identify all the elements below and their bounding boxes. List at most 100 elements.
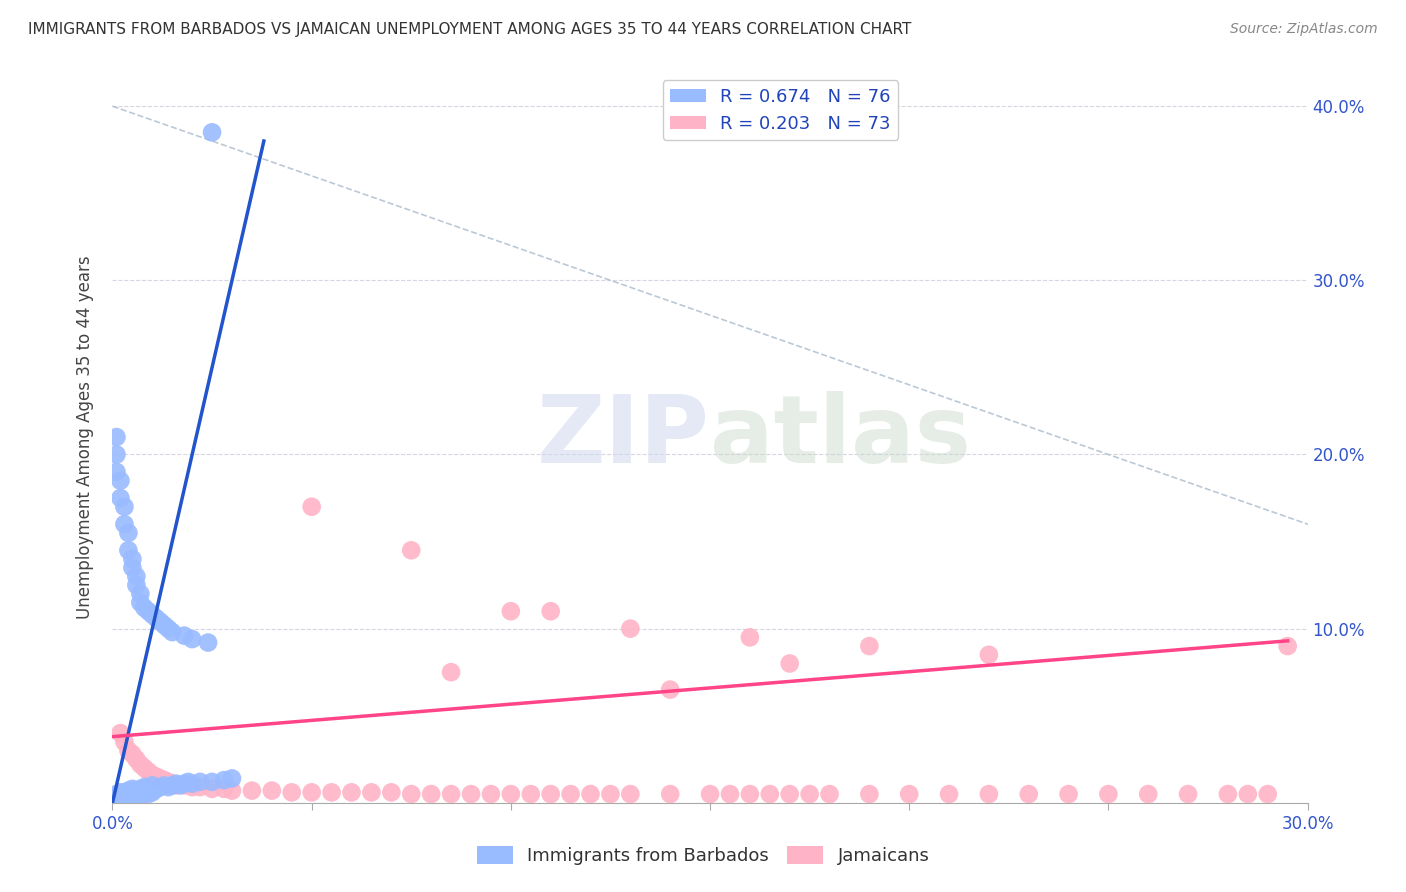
Point [221,783,243,797]
Point [129,595,152,609]
Point [479,787,502,801]
Point [114,785,135,799]
Point [153,778,176,792]
Point [181,780,204,794]
Point [201,125,224,139]
Point [579,787,602,801]
Point [105,790,128,805]
Point [260,783,283,797]
Point [125,787,148,801]
Point [460,787,482,801]
Point [138,787,160,801]
Point [1277,639,1299,653]
Text: atlas: atlas [710,391,972,483]
Point [129,789,152,803]
Text: IMMIGRANTS FROM BARBADOS VS JAMAICAN UNEMPLOYMENT AMONG AGES 35 TO 44 YEARS CORR: IMMIGRANTS FROM BARBADOS VS JAMAICAN UNE… [28,22,911,37]
Point [110,785,132,799]
Point [560,787,582,801]
Point [114,792,135,806]
Point [858,639,880,653]
Point [301,785,323,799]
Point [117,743,139,757]
Point [738,787,761,801]
Point [162,777,183,791]
Point [165,778,187,792]
Point [141,768,163,782]
Point [121,552,143,566]
Point [1057,787,1080,801]
Point [977,648,1000,662]
Point [117,543,139,558]
Point [153,618,176,632]
Point [121,747,143,761]
Point [1257,787,1279,801]
Point [134,787,156,801]
Point [1097,787,1119,801]
Point [188,775,211,789]
Point [540,787,562,801]
Point [110,474,132,488]
Point [129,785,152,799]
Point [129,587,152,601]
Point [177,775,200,789]
Point [420,787,443,801]
Point [162,778,183,792]
Point [659,787,682,801]
Point [1018,787,1040,801]
Point [117,789,139,803]
Point [110,789,132,803]
Point [141,778,163,792]
Point [173,629,195,643]
Point [401,543,423,558]
Point [134,761,156,775]
Point [221,772,243,786]
Point [360,785,382,799]
Point [134,600,156,615]
Point [197,635,219,649]
Point [212,773,235,788]
Point [125,752,148,766]
Point [117,790,139,805]
Point [440,787,463,801]
Point [105,465,128,479]
Point [145,770,167,784]
Point [1216,787,1239,801]
Text: ZIP: ZIP [537,391,710,483]
Point [114,789,135,803]
Point [105,792,128,806]
Point [110,790,132,805]
Point [149,780,172,794]
Point [117,783,139,797]
Point [121,790,143,805]
Point [173,777,195,791]
Point [759,787,782,801]
Point [149,615,172,629]
Point [145,611,167,625]
Point [141,785,163,799]
Legend: Immigrants from Barbados, Jamaicans: Immigrants from Barbados, Jamaicans [468,837,938,874]
Point [162,625,183,640]
Point [110,491,132,505]
Point [599,787,621,801]
Point [818,787,841,801]
Point [301,500,323,514]
Point [858,787,880,801]
Point [125,569,148,583]
Point [114,790,135,805]
Point [440,665,463,680]
Point [138,604,160,618]
Point [212,781,235,796]
Text: Source: ZipAtlas.com: Source: ZipAtlas.com [1230,22,1378,37]
Point [149,772,172,786]
Point [117,787,139,801]
Point [201,781,224,796]
Point [157,622,180,636]
Point [114,787,135,801]
Legend: R = 0.674   N = 76, R = 0.203   N = 73: R = 0.674 N = 76, R = 0.203 N = 73 [662,80,898,140]
Point [520,787,543,801]
Point [141,607,163,622]
Y-axis label: Unemployment Among Ages 35 to 44 years: Unemployment Among Ages 35 to 44 years [76,255,94,619]
Point [898,787,921,801]
Point [125,789,148,803]
Point [110,792,132,806]
